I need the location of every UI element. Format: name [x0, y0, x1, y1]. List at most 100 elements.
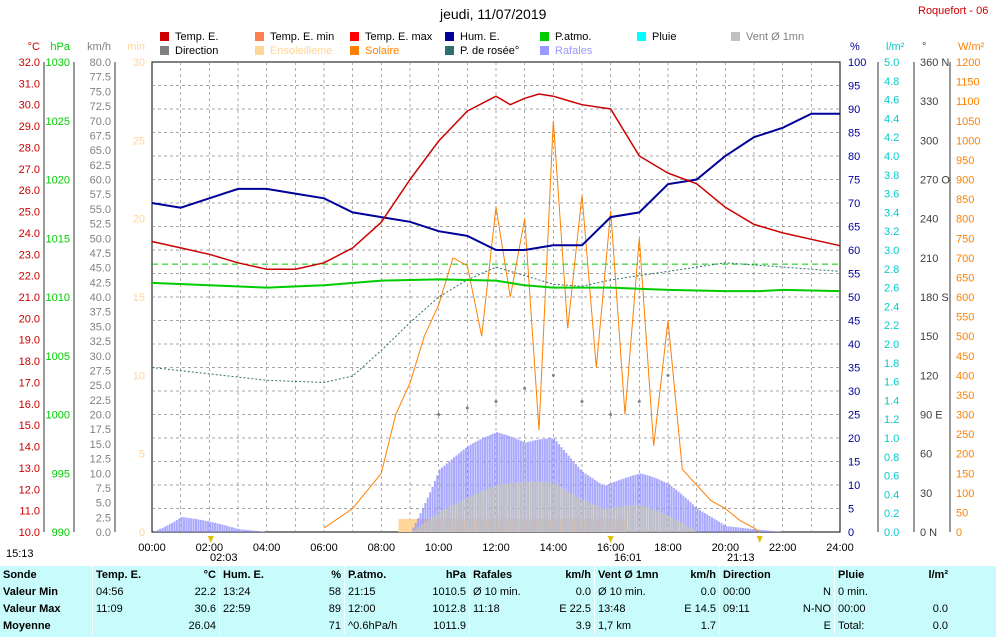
- stats-cell-time: 13:24: [223, 585, 251, 598]
- bar-rafales: [438, 469, 441, 532]
- bar-vent-mn: [610, 507, 613, 532]
- rain-tick-label: 1.2: [884, 414, 899, 426]
- solar-tick-label: 1050: [956, 116, 980, 128]
- bar-rafales: [453, 457, 455, 532]
- direction-point: [666, 373, 670, 377]
- bar-rafales: [617, 480, 620, 532]
- bar-vent-mn: [414, 528, 417, 532]
- bar-vent-mn: [586, 501, 589, 532]
- hum-tick-label: 90: [848, 104, 860, 116]
- legend-label: Temp. E. min: [270, 31, 335, 43]
- solar-tick-label: 50: [956, 507, 968, 519]
- rain-tick-label: 1.0: [884, 433, 899, 445]
- bar-rafales: [653, 477, 656, 532]
- bar-vent-mn: [493, 485, 496, 532]
- temp-tick-label: 28.0: [19, 142, 40, 154]
- stats-header-cell: P.atmo. hPa: [344, 566, 470, 583]
- x-tick-label: 14:00: [540, 542, 568, 554]
- hum-tick-label: 0: [848, 527, 854, 539]
- bar-vent-mn: [687, 526, 690, 532]
- stats-header-cell: Hum. E.%: [219, 566, 345, 583]
- stats-cell-value: 0.0: [932, 602, 948, 615]
- temp-tick-label: 19.0: [19, 335, 40, 347]
- bar-vent-mn: [656, 510, 659, 532]
- bar-rafales: [629, 476, 632, 532]
- legend-item: Vent Ø 1mn: [731, 31, 804, 43]
- rain-tick-label: 5.0: [884, 57, 899, 69]
- bar-vent-mn: [639, 504, 642, 532]
- wind-tick-label: 2.5: [96, 512, 111, 524]
- bar-rafales: [765, 530, 768, 532]
- bar-rafales: [699, 510, 702, 532]
- bar-rafales: [185, 517, 188, 532]
- bar-vent-mn: [591, 503, 594, 532]
- stats-cell-value: 71: [328, 619, 341, 632]
- bar-rafales: [696, 508, 699, 532]
- rain-tick-label: 3.8: [884, 170, 899, 182]
- press-tick-label: 1030: [46, 57, 70, 69]
- rain-tick-label: 4.4: [884, 113, 899, 125]
- bar-rafales: [670, 486, 673, 532]
- rain-tick-label: 1.4: [884, 395, 899, 407]
- stats-cell-time: 21:15: [348, 585, 376, 598]
- bar-vent-mn: [474, 494, 477, 532]
- rain-tick-label: 0.0: [884, 527, 899, 539]
- stats-cell: 11:09 30.6: [92, 600, 220, 617]
- bar-rafales: [161, 527, 164, 532]
- bar-rafales: [496, 432, 498, 532]
- bar-vent-mn: [682, 523, 685, 532]
- stats-cell-value: E 14.5: [684, 602, 716, 615]
- bar-vent-mn: [438, 511, 441, 532]
- bar-rafales: [763, 530, 766, 532]
- stats-cell: 09:11 N-NO: [719, 600, 835, 617]
- stats-header-cell: Temp. E. °C: [92, 566, 220, 583]
- stats-cell-time: 13:48: [598, 602, 626, 615]
- stats-row-label: Valeur Max: [3, 602, 61, 615]
- bar-rafales: [166, 525, 169, 532]
- stats-cell: 1,7 km 1.7: [594, 617, 720, 634]
- bar-vent-mn: [512, 482, 515, 532]
- bar-rafales: [703, 513, 706, 532]
- bar-vent-mn: [629, 505, 632, 532]
- bar-vent-mn: [517, 482, 520, 532]
- direction-point: [465, 406, 469, 410]
- temp-tick-label: 32.0: [19, 57, 40, 69]
- bar-vent-mn: [510, 482, 513, 532]
- bar-rafales: [252, 530, 255, 532]
- rain-tick-label: 4.0: [884, 151, 899, 163]
- bar-rafales: [249, 530, 252, 532]
- bar-rafales: [183, 517, 186, 532]
- bar-vent-mn: [457, 502, 460, 532]
- bar-rafales: [722, 524, 725, 532]
- bar-rafales: [641, 473, 644, 532]
- bar-rafales: [737, 527, 740, 532]
- bar-rafales: [706, 514, 709, 532]
- stats-table: Sonde Temp. E. °C Hum. E.% P.atmo. hPa Rafales…: [0, 566, 951, 634]
- wind-tick-label: 32.5: [90, 336, 111, 348]
- bar-rafales: [491, 434, 494, 532]
- bar-rafales: [734, 527, 737, 532]
- bar-vent-mn: [579, 498, 582, 532]
- bar-rafales: [455, 455, 458, 532]
- bar-rafales: [436, 475, 439, 532]
- stats-cell-value: 89: [328, 602, 341, 615]
- bar-rafales: [713, 518, 716, 532]
- wind-tick-label: 25.0: [90, 380, 111, 392]
- x-tick-label: 06:00: [310, 542, 338, 554]
- solar-axis-unit: W/m²: [958, 41, 985, 53]
- bar-vent-mn: [558, 485, 561, 532]
- bar-vent-mn: [481, 491, 484, 532]
- stats-header-label: Temp. E.: [96, 568, 142, 581]
- bar-rafales: [615, 481, 618, 532]
- stats-cell-value: 0.0: [575, 585, 591, 598]
- bar-vent-mn: [462, 499, 465, 532]
- wind-tick-label: 35.0: [90, 321, 111, 333]
- stats-header-label: Direction: [723, 568, 771, 581]
- wind-tick-label: 7.5: [96, 483, 111, 495]
- bar-rafales: [770, 530, 773, 532]
- chart-title: jeudi, 11/07/2019: [440, 6, 547, 22]
- stats-cell: 13:48 E 14.5: [594, 600, 720, 617]
- bar-vent-mn: [617, 506, 620, 532]
- solar-tick-label: 250: [956, 429, 974, 441]
- bar-rafales: [441, 467, 444, 532]
